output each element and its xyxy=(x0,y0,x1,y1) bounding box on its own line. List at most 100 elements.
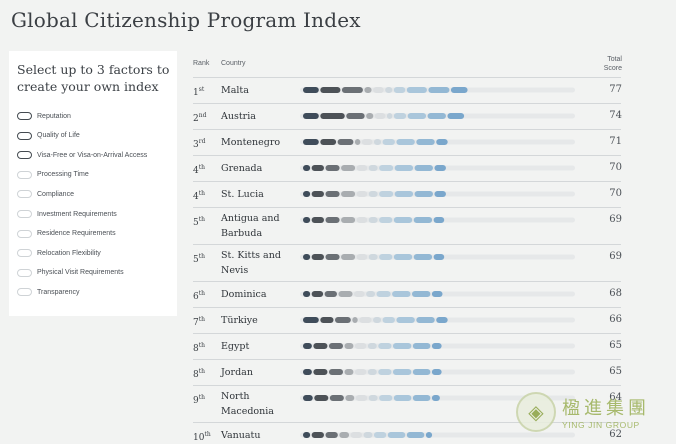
score-bar xyxy=(300,165,575,171)
factor-toggle[interactable]: Relocation Flexibility xyxy=(17,246,101,260)
bar-segment xyxy=(341,217,356,223)
filter-panel: Select up to 3 factors to create your ow… xyxy=(9,51,177,316)
score-bar xyxy=(300,191,575,197)
bar-segment xyxy=(382,139,395,145)
rank-cell: 1st xyxy=(193,83,204,100)
country-name: North Macedonia xyxy=(221,391,274,417)
bar-segment xyxy=(303,369,312,375)
toggle-switch[interactable] xyxy=(17,112,32,120)
rank-column-header: Rank xyxy=(193,60,210,67)
total-score: 64 xyxy=(609,392,622,403)
total-score: 65 xyxy=(609,340,622,351)
rank-suffix: th xyxy=(198,394,206,401)
score-bar xyxy=(300,217,575,223)
bar-segment xyxy=(406,432,425,438)
bar-segment xyxy=(324,291,337,297)
bar-segment xyxy=(303,165,311,171)
factor-toggle[interactable]: Processing Time xyxy=(17,168,89,182)
bar-segment xyxy=(434,165,446,171)
toggle-switch[interactable] xyxy=(17,170,32,179)
rank-number: 5 xyxy=(193,255,199,265)
factor-toggle[interactable]: Compliance xyxy=(17,187,74,201)
bar-segment xyxy=(354,369,367,375)
filter-panel-heading: Select up to 3 factors to create your ow… xyxy=(17,62,170,94)
factor-toggle[interactable]: Reputation xyxy=(17,109,71,123)
total-score: 77 xyxy=(609,84,622,95)
factor-label: Compliance xyxy=(37,190,74,198)
bar-segment xyxy=(350,432,363,438)
factor-toggle[interactable]: Residence Requirements xyxy=(17,227,116,241)
bar-segment xyxy=(328,343,344,349)
toggle-switch[interactable] xyxy=(17,131,32,140)
bar-segment xyxy=(354,291,365,297)
bar-segment xyxy=(387,432,406,438)
bar-segment xyxy=(374,113,386,119)
bar-segment xyxy=(373,139,382,145)
country-name: Malta xyxy=(221,85,249,96)
bar-segment xyxy=(341,87,363,93)
bar-segment xyxy=(433,217,445,223)
rank-cell: 8th xyxy=(193,339,205,356)
bar-segment xyxy=(378,369,392,375)
country-name: Austria xyxy=(221,111,256,122)
row-divider xyxy=(193,155,621,156)
bar-segment xyxy=(379,217,393,223)
bar-segment xyxy=(311,165,324,171)
bar-segment xyxy=(356,165,368,171)
rank-number: 8 xyxy=(193,344,199,354)
bar-segment xyxy=(338,291,353,297)
rank-suffix: th xyxy=(198,290,206,297)
bar-segment xyxy=(412,395,431,401)
rank-number: 6 xyxy=(193,292,199,302)
rank-cell: 7th xyxy=(193,313,205,330)
country-name: Dominica xyxy=(221,289,267,300)
factor-label: Processing Time xyxy=(37,171,89,179)
toggle-switch[interactable] xyxy=(17,229,32,238)
factor-toggle[interactable]: Physical Visit Requirements xyxy=(17,266,124,280)
bar-segment xyxy=(392,343,412,349)
toggle-switch[interactable] xyxy=(17,268,32,277)
bar-segment xyxy=(412,369,431,375)
toggle-switch[interactable] xyxy=(17,151,32,160)
rank-number: 4 xyxy=(193,166,199,176)
bar-segment xyxy=(359,317,372,323)
rank-suffix: th xyxy=(198,316,206,323)
row-divider xyxy=(193,181,621,182)
bar-segment xyxy=(413,254,433,260)
rank-number: 9 xyxy=(193,396,199,406)
watermark-name-cn: 楹進集團 xyxy=(562,398,650,419)
factor-label: Physical Visit Requirements xyxy=(37,269,124,277)
score-bar xyxy=(300,291,575,297)
country-name: Egypt xyxy=(221,341,250,352)
factor-toggle[interactable]: Quality of Life xyxy=(17,129,80,143)
bar-segment xyxy=(376,291,391,297)
rank-suffix: nd xyxy=(198,112,207,119)
bar-segment xyxy=(325,191,340,197)
bar-segment xyxy=(392,369,412,375)
score-bar xyxy=(300,139,575,145)
factor-toggle[interactable]: Visa-Free or Visa-on-Arrival Access xyxy=(17,148,147,162)
bar-segment xyxy=(450,87,468,93)
bar-segment xyxy=(416,317,435,323)
toggle-switch[interactable] xyxy=(17,190,32,199)
score-bar xyxy=(300,87,575,93)
bar-segment xyxy=(303,113,319,119)
toggle-switch[interactable] xyxy=(17,210,32,218)
rank-suffix: th xyxy=(198,190,206,197)
factor-toggle[interactable]: Transparency xyxy=(17,285,80,299)
bar-segment xyxy=(311,217,324,223)
bar-segment xyxy=(393,217,413,223)
rank-cell: 9th xyxy=(193,391,205,408)
score-bar xyxy=(300,317,575,323)
toggle-switch[interactable] xyxy=(17,249,32,258)
bar-segment xyxy=(436,317,448,323)
rank-number: 1 xyxy=(193,88,199,98)
toggle-switch[interactable] xyxy=(17,288,32,297)
bar-segment xyxy=(393,113,407,119)
factor-toggle[interactable]: Investment Requirements xyxy=(17,207,117,221)
bar-segment xyxy=(303,139,319,145)
page-title: Global Citizenship Program Index xyxy=(11,8,361,32)
bar-segment xyxy=(328,369,344,375)
bar-segment xyxy=(436,139,448,145)
bar-segment xyxy=(431,369,442,375)
